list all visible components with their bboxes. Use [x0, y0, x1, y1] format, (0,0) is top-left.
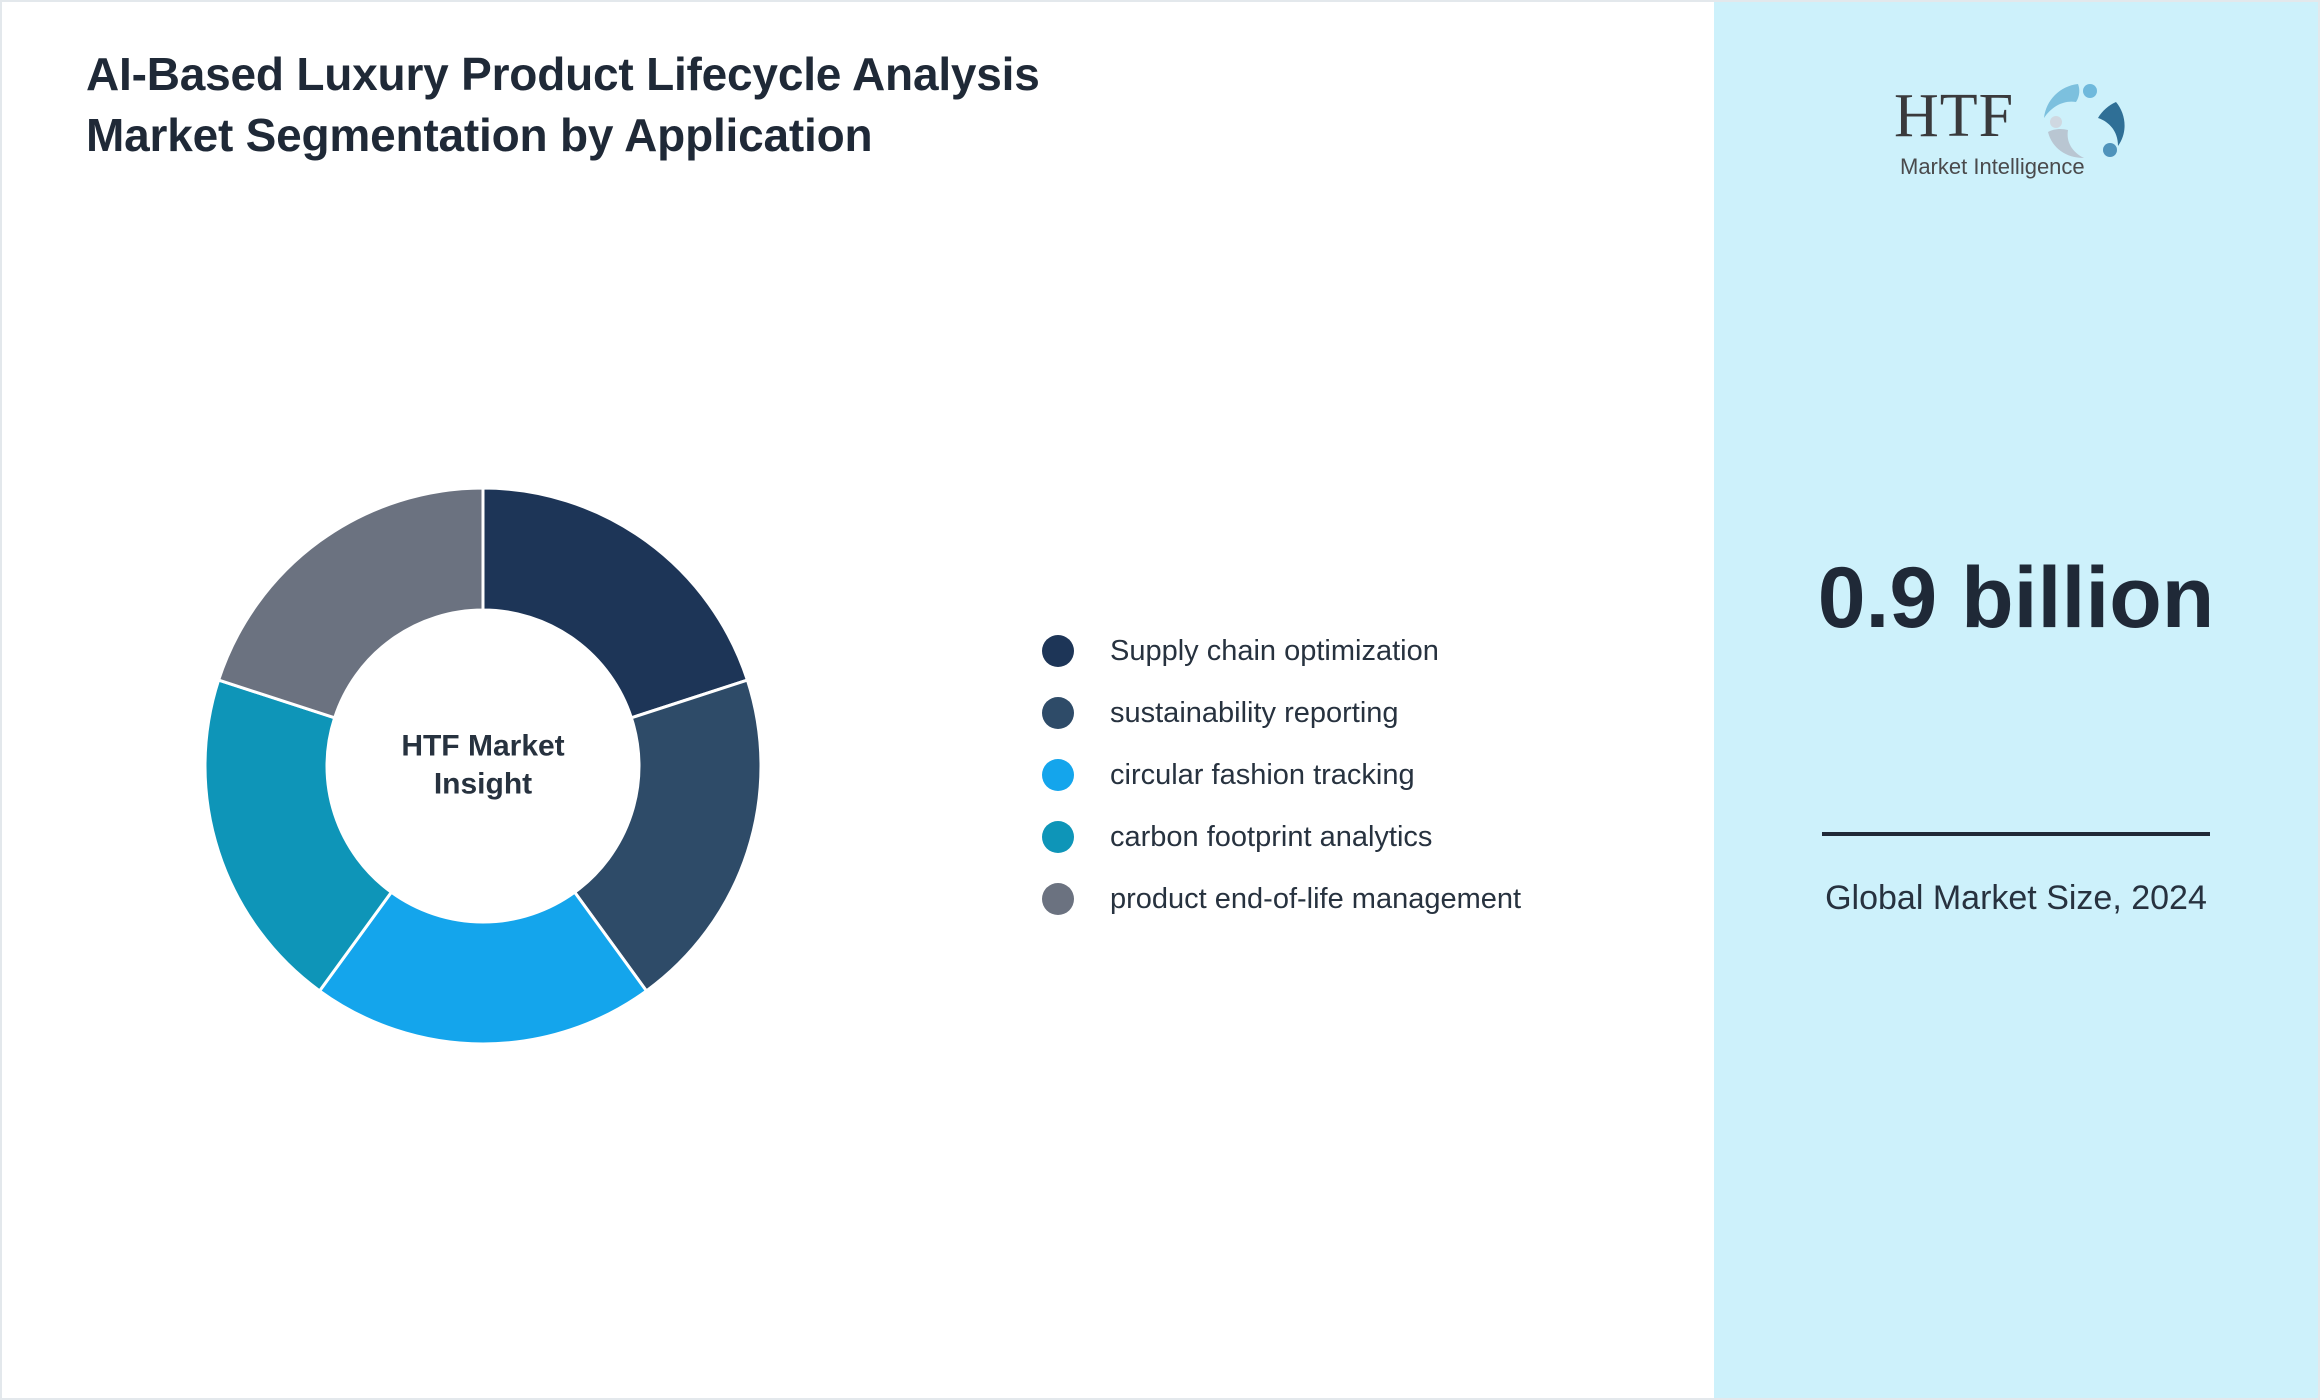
page-title: AI-Based Luxury Product Lifecycle Analys… — [86, 48, 1040, 161]
legend-item[interactable]: Supply chain optimization — [1042, 620, 1521, 682]
donut-slice-group — [205, 488, 761, 1044]
legend-swatch-icon — [1042, 821, 1074, 853]
legend-item-label: circular fashion tracking — [1110, 758, 1415, 791]
donut-slice[interactable] — [572, 678, 761, 994]
donut-chart: HTF Market Insight — [205, 488, 761, 1044]
svg-text:HTF: HTF — [1894, 82, 2014, 150]
legend-item[interactable]: carbon footprint analytics — [1042, 806, 1521, 868]
donut-slice[interactable] — [216, 488, 485, 720]
legend-item-label: carbon footprint analytics — [1110, 820, 1433, 853]
divider-rule — [1822, 832, 2210, 836]
htf-market-intelligence-logo: HTF Market Intelligence — [1886, 74, 2146, 186]
legend-item[interactable]: sustainability reporting — [1042, 682, 1521, 744]
legend-swatch-icon — [1042, 635, 1074, 667]
legend-item[interactable]: product end-of-life management — [1042, 868, 1521, 930]
chart-legend: Supply chain optimization sustainability … — [1042, 620, 1521, 930]
donut-slice[interactable] — [205, 678, 394, 994]
legend-swatch-icon — [1042, 883, 1074, 915]
legend-item-label: Supply chain optimization — [1110, 634, 1439, 667]
legend-swatch-icon — [1042, 759, 1074, 791]
side-panel: HTF Market Intelligence 0.9 billion Glob… — [1714, 2, 2318, 1398]
logo-icon: HTF Market Intelligence — [1894, 82, 2125, 179]
donut-chart-svg — [205, 488, 761, 1044]
donut-slice[interactable] — [317, 890, 649, 1044]
market-size-value: 0.9 billion — [1817, 550, 2215, 646]
donut-slice[interactable] — [481, 488, 750, 720]
main-panel: AI-Based Luxury Product Lifecycle Analys… — [2, 2, 1716, 1398]
legend-item-label: sustainability reporting — [1110, 696, 1399, 729]
legend-item[interactable]: circular fashion tracking — [1042, 744, 1521, 806]
legend-swatch-icon — [1042, 697, 1074, 729]
legend-item-label: product end-of-life management — [1110, 882, 1522, 915]
market-size-caption: Global Market Size, 2024 — [1825, 879, 2207, 917]
svg-text:Market Intelligence: Market Intelligence — [1900, 154, 2085, 179]
